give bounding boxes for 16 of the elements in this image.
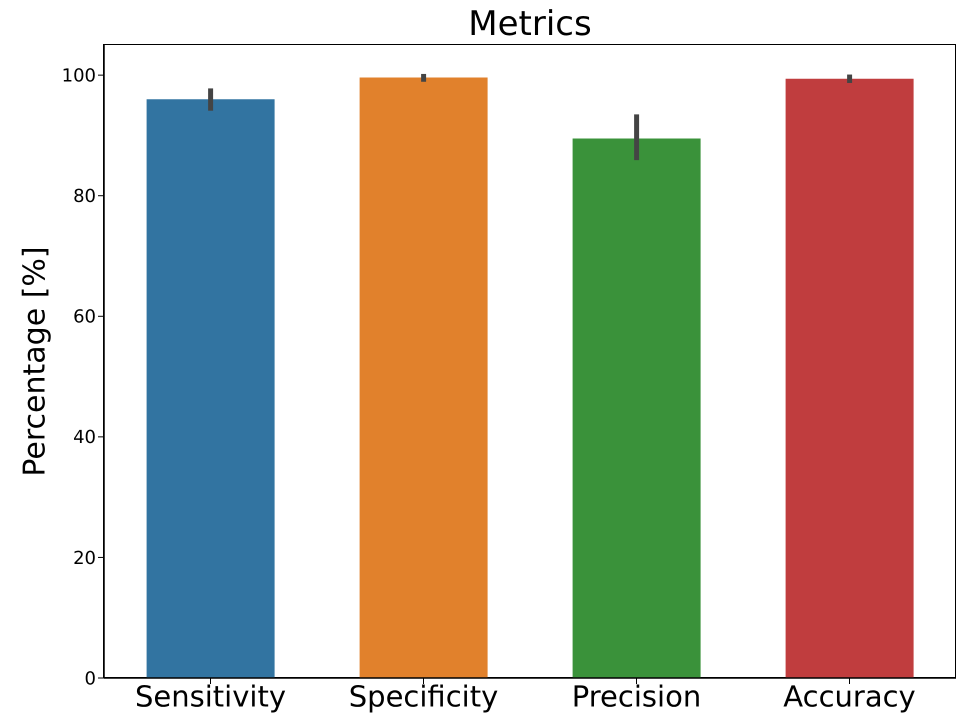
bar [146,99,275,678]
x-tick-label: Precision [572,680,702,714]
y-axis-title: Percentage [%] [18,246,53,477]
y-tick-label: 20 [73,548,96,569]
bar [572,138,701,678]
y-tick-label: 60 [73,306,96,328]
bar [360,78,488,678]
y-tick-label: 0 [84,668,96,690]
x-tick-label: Accuracy [783,680,916,714]
y-tick-label: 80 [73,186,96,208]
y-tick-label: 100 [62,66,96,87]
y-tick-label: 40 [73,427,96,448]
chart-title: Metrics [467,4,593,44]
x-tick-label: Sensitivity [135,680,286,714]
bar [786,78,914,678]
x-tick-label: Specificity [348,680,498,714]
